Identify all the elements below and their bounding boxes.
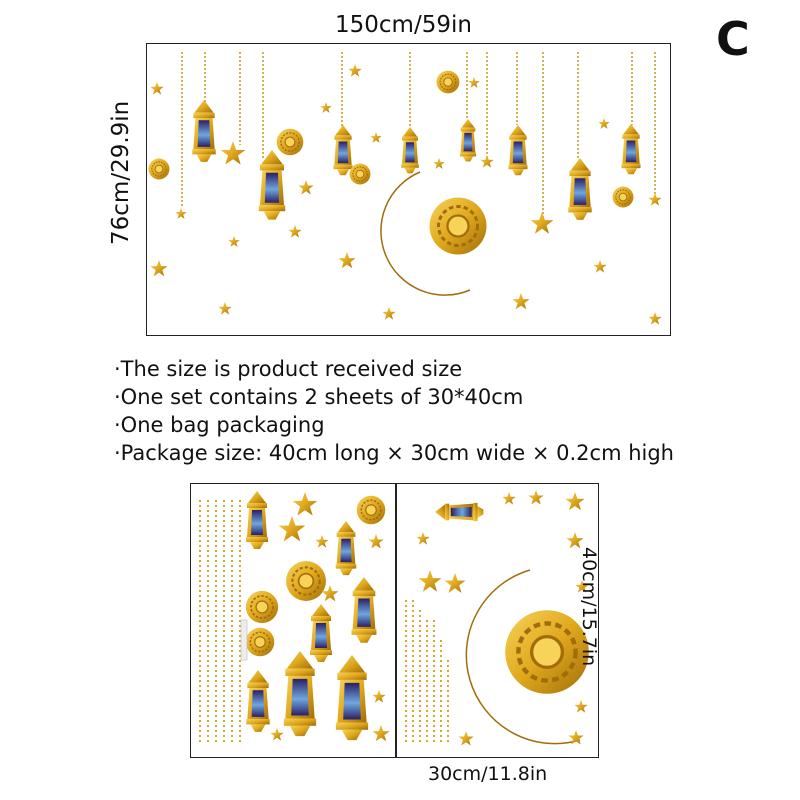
sheets-frame <box>190 483 599 758</box>
specs-list: ·The size is product received size ·One … <box>114 355 674 467</box>
spec-item: ·One bag packaging <box>114 413 325 437</box>
spec-item: ·One set contains 2 sheets of 30*40cm <box>114 385 524 409</box>
spec-item: ·Package size: 40cm long × 30cm wide × 0… <box>114 441 674 465</box>
main-width-dimension: 150cm/59in <box>335 12 472 38</box>
main-decal-frame <box>146 43 671 336</box>
sheet-width-dimension: 30cm/11.8in <box>428 763 548 785</box>
variant-label: C <box>716 12 750 66</box>
sheet-big-crescent-icon <box>465 569 581 745</box>
sheet-height-dimension: 40cm/15.7in <box>578 547 600 667</box>
sheet-divider <box>395 483 397 758</box>
spec-item: ·The size is product received size <box>114 357 463 381</box>
big-crescent-icon <box>380 171 471 296</box>
